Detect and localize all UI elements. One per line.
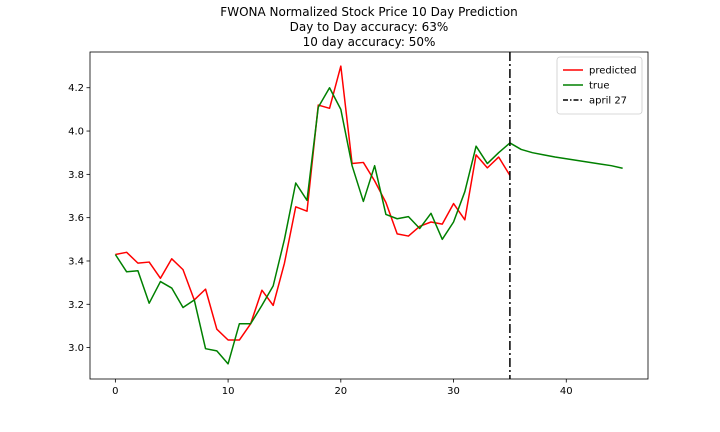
x-axis-ticks: 0 10 20 30 40 <box>112 379 573 397</box>
x-tick-label: 40 <box>560 386 573 397</box>
series-line-predicted <box>115 65 511 341</box>
y-tick-label: 3.2 <box>68 300 84 311</box>
legend-label-april-27: april 27 <box>589 96 627 107</box>
title-line-3: 10 day accuracy: 50% <box>303 35 436 49</box>
y-tick-label: 3.4 <box>68 256 84 267</box>
y-tick-label: 3.8 <box>68 170 84 181</box>
legend: predicted true april 27 <box>556 56 643 115</box>
x-tick-label: 20 <box>334 386 347 397</box>
y-tick-label: 4.2 <box>68 83 84 94</box>
y-tick-label: 3.6 <box>68 213 84 224</box>
title-line-2: Day to Day accuracy: 63% <box>290 20 449 34</box>
chart-title: FWONA Normalized Stock Price 10 Day Pred… <box>220 5 517 49</box>
plot-frame <box>89 51 649 380</box>
plot-lines <box>114 52 623 379</box>
y-tick-label: 4.0 <box>68 127 84 138</box>
series-line-true <box>114 86 623 365</box>
legend-label-predicted: predicted <box>589 66 636 77</box>
y-tick-label: 3.0 <box>68 343 84 354</box>
x-tick-label: 30 <box>447 386 460 397</box>
legend-label-true: true <box>589 81 610 92</box>
x-tick-label: 0 <box>112 386 118 397</box>
x-tick-label: 10 <box>222 386 235 397</box>
y-axis-ticks: 3.0 3.2 3.4 3.6 3.8 4.0 4.2 <box>68 83 90 354</box>
title-line-1: FWONA Normalized Stock Price 10 Day Pred… <box>220 5 517 19</box>
